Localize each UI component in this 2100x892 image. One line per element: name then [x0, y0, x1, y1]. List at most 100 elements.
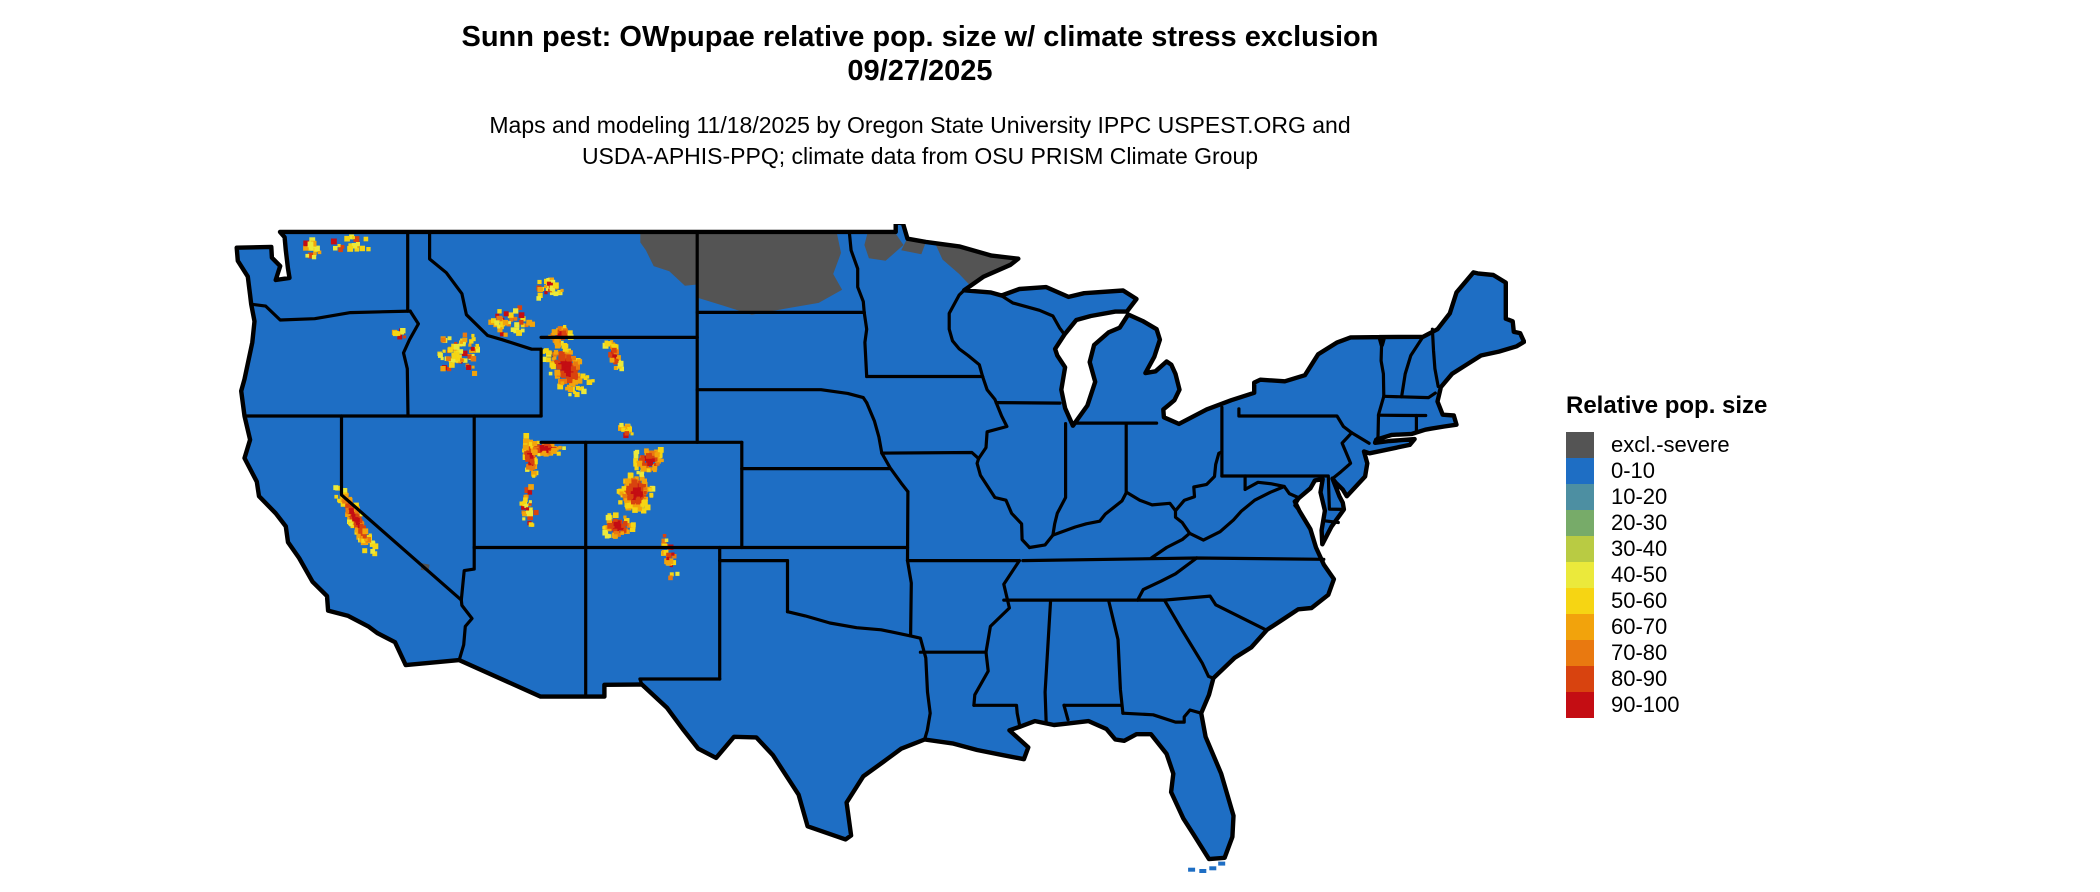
state-border — [1149, 531, 1192, 560]
map-title-date: 09/27/2025 — [847, 55, 993, 87]
exclusion-layer — [420, 231, 1017, 572]
legend-swatch — [1566, 588, 1594, 614]
state-border — [249, 302, 412, 322]
legend-title: Relative pop. size — [1566, 392, 1768, 419]
hotspot-cluster — [333, 485, 379, 557]
legend-entry-label: 90-100 — [1611, 692, 1680, 717]
hotspot-cluster — [540, 340, 595, 398]
hotspot-cluster — [303, 237, 322, 260]
state-border — [1162, 598, 1215, 680]
legend-swatch — [1566, 484, 1594, 510]
state-border — [909, 634, 932, 742]
state-border — [1051, 422, 1068, 537]
state-border — [459, 545, 476, 602]
legend-entry: 90-100 — [1566, 692, 1767, 718]
exclusion-zone — [864, 231, 904, 261]
legend-entry: 40-50 — [1566, 562, 1767, 588]
state-border — [972, 703, 1022, 729]
subtitle-line1: Maps and modeling 11/18/2025 by Oregon S… — [489, 112, 1351, 138]
state-border — [1188, 484, 1286, 542]
legend-entries: excl.-severe 0-10 10-20 20-30 30-40 40-50 50-6… — [1566, 432, 1767, 718]
state-border — [339, 414, 474, 662]
legend-entry: 70-80 — [1566, 640, 1767, 666]
state-border — [1379, 335, 1386, 398]
map-title: Sunn pest: OWpupae relative pop. size w/… — [461, 21, 1379, 53]
hotspot-cluster — [488, 305, 535, 337]
hotspot-cluster — [522, 433, 539, 478]
hotspot-cluster — [330, 234, 371, 253]
legend-swatch — [1566, 666, 1594, 692]
legend-entry-label: 70-80 — [1611, 640, 1668, 665]
state-border — [1173, 509, 1192, 535]
state-border — [1350, 431, 1371, 445]
state-border — [1121, 708, 1203, 724]
state-border — [1330, 431, 1354, 481]
legend-entry-label: excl.-severe — [1611, 432, 1730, 457]
state-border — [1430, 327, 1440, 389]
legend-swatch — [1566, 614, 1594, 640]
hotspot-cluster — [616, 471, 656, 514]
state-border — [1136, 556, 1199, 602]
title-block: Sunn pest: OWpupae relative pop. size w/… — [0, 20, 1840, 172]
legend-entry-label: 50-60 — [1611, 588, 1668, 613]
hotspot-cluster — [633, 447, 664, 474]
legend-entry: 0-10 — [1566, 458, 1767, 484]
florida-keys — [1188, 861, 1226, 873]
legend-entry: 50-60 — [1566, 588, 1767, 614]
legend-entry-label: 80-90 — [1611, 666, 1668, 691]
legend-entry: 80-90 — [1566, 666, 1767, 692]
legend-entry-label: 60-70 — [1611, 614, 1668, 639]
legend-swatch — [1566, 640, 1594, 666]
state-border — [880, 450, 981, 461]
state-border — [1326, 474, 1346, 511]
legend-entry: 30-40 — [1566, 536, 1767, 562]
state-border — [1400, 335, 1425, 399]
exclusion-zone — [697, 231, 843, 315]
legend-entry-label: 40-50 — [1611, 562, 1668, 587]
hotspot-cluster — [602, 340, 624, 372]
state-border — [994, 401, 1062, 405]
legend-entry: excl.-severe — [1566, 432, 1767, 458]
us-outline — [234, 224, 1526, 862]
hotspot-cluster — [437, 332, 480, 376]
state-border — [401, 309, 420, 418]
legend-entry-label: 0-10 — [1611, 458, 1656, 483]
state-border — [1382, 391, 1437, 400]
state-border — [785, 610, 913, 638]
hotspot-cluster — [519, 484, 539, 527]
legend-entry: 60-70 — [1566, 614, 1767, 640]
legend-entry-label: 30-40 — [1611, 536, 1668, 561]
legend-swatch — [1566, 692, 1594, 718]
state-border — [1043, 598, 1053, 726]
state-border — [428, 230, 543, 351]
subtitle-block: Maps and modeling 11/18/2025 by Oregon S… — [0, 110, 1840, 172]
legend-swatch — [1566, 562, 1594, 588]
hotspot-cluster — [391, 328, 407, 340]
state-border — [947, 288, 985, 379]
legend-entry-label: 10-20 — [1611, 484, 1668, 509]
state-border — [1107, 598, 1125, 715]
state-border — [905, 559, 913, 638]
legend-entry-label: 20-30 — [1611, 510, 1668, 535]
us-map — [234, 224, 1526, 873]
hotspot-cluster — [602, 512, 636, 539]
state-border — [972, 559, 1021, 707]
hotspot-cluster — [618, 422, 634, 439]
state-border — [1062, 703, 1070, 722]
hotspot-cluster — [530, 440, 566, 457]
legend-entry: 10-20 — [1566, 484, 1767, 510]
legend-entry: 20-30 — [1566, 510, 1767, 536]
exclusion-zone — [640, 231, 698, 286]
state-border — [862, 310, 869, 379]
legend: Relative pop. size excl.-severe 0-10 10-20… — [1566, 392, 1767, 718]
state-border — [1162, 594, 1268, 632]
legend-swatch — [1566, 458, 1594, 484]
legend-swatch — [1566, 510, 1594, 536]
state-border — [695, 388, 869, 405]
state-border — [847, 230, 866, 314]
state-border — [1000, 294, 1067, 337]
state-borders-layer — [242, 230, 1440, 742]
legend-swatch — [1566, 536, 1594, 562]
hotspot-cluster — [536, 277, 564, 301]
